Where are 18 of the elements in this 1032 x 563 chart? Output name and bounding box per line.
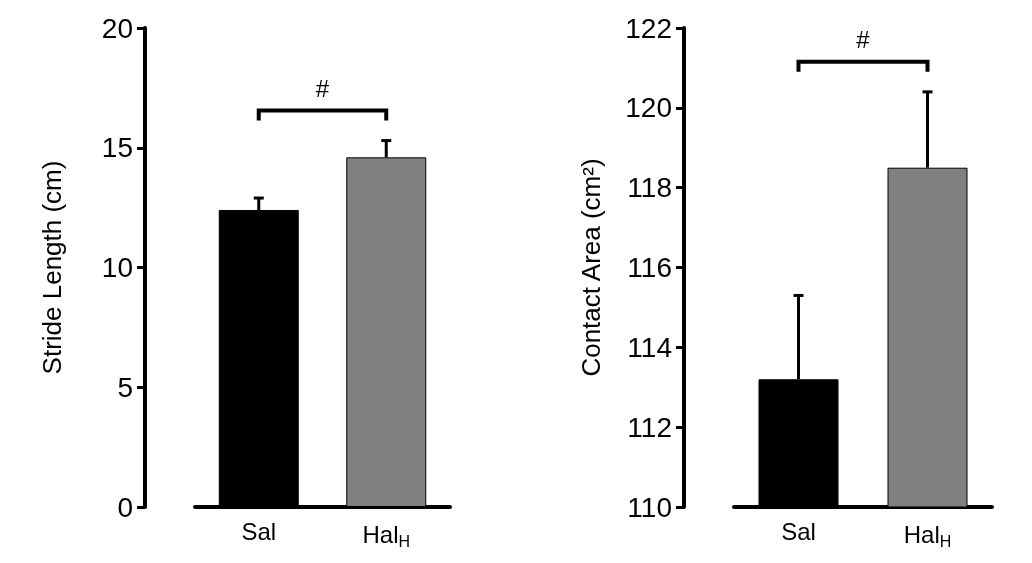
y-tick-label: 110	[627, 491, 672, 523]
x-tick-label: Sal	[241, 517, 277, 545]
x-tick-label: Sal	[781, 517, 816, 545]
annotation: #	[315, 75, 330, 103]
y-axis-title: Stride Length (cm)	[37, 160, 67, 375]
y-tick-label: 120	[625, 92, 672, 124]
y-tick-label: 10	[101, 252, 133, 283]
y-axis-title: Contact Area (cm²)	[576, 158, 606, 377]
y-tick-label: 118	[627, 172, 672, 204]
y-tick-label: 15	[101, 132, 133, 164]
y-tick-label: 114	[627, 331, 672, 363]
y-tick-label: 0	[117, 491, 133, 523]
y-tick-label: 5	[117, 371, 133, 403]
annotation: #	[856, 26, 871, 54]
y-tick-label: 20	[101, 12, 133, 44]
y-tick-label: 116	[627, 252, 672, 283]
y-tick-label: 112	[627, 411, 672, 443]
y-tick-label: 122	[625, 12, 672, 44]
